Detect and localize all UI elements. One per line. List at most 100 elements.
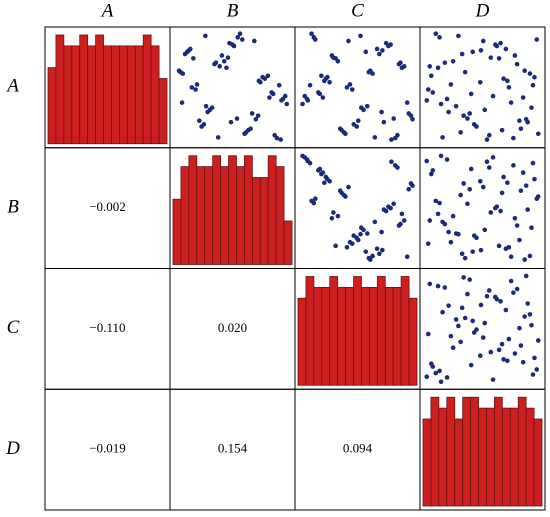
scatter-point [484, 159, 490, 165]
scatter-point [339, 127, 344, 133]
column-label: C [351, 0, 364, 21]
scatter-point [493, 42, 498, 47]
scatter-point [225, 55, 231, 60]
scatter-point [488, 55, 494, 60]
scatter-point [203, 103, 209, 109]
scatter-point [482, 227, 488, 233]
scatter-point [442, 221, 448, 227]
column-label: A [100, 0, 114, 21]
correlation-label: −0.110 [89, 320, 125, 335]
scatter-point [512, 215, 518, 221]
scatter-point [468, 91, 474, 97]
correlation-label: 0.154 [218, 441, 248, 456]
histogram-bar [454, 418, 464, 507]
scatter-point [512, 53, 518, 58]
scatter-point [327, 80, 332, 85]
scatter-point [381, 119, 387, 125]
scatter-point [523, 273, 529, 279]
scatter-point [377, 251, 382, 257]
cell-border [419, 388, 546, 511]
scatter-point [459, 251, 465, 257]
scatter-point [366, 69, 372, 75]
scatter-point [512, 351, 518, 356]
scatter-point [358, 33, 363, 39]
scatter-point [501, 357, 506, 362]
scatter-point [518, 126, 524, 131]
histogram-bar [196, 166, 206, 265]
histogram-bar [180, 166, 190, 265]
scatter-point [530, 82, 536, 88]
scatter-point [253, 116, 259, 122]
scatter-point [406, 111, 412, 116]
scatter-point [246, 127, 251, 133]
scatter-point [351, 233, 357, 238]
scatter-point [453, 231, 459, 236]
scatter-point [470, 318, 476, 324]
scatter-point [442, 60, 448, 66]
scatter-point [300, 153, 305, 159]
scatter-point [234, 116, 240, 121]
scatter-point [498, 40, 503, 46]
scatter-point [465, 201, 470, 207]
scatter-point [517, 118, 522, 124]
correlation-label: 0.020 [218, 320, 247, 335]
scatter-point [437, 200, 442, 206]
scatter-point [493, 205, 498, 211]
scatter-point [307, 82, 313, 88]
histogram-bar [321, 286, 331, 386]
scatter-point [458, 339, 463, 345]
scatter-point [333, 243, 338, 249]
scatter-point [517, 237, 522, 243]
scatter-point [215, 135, 221, 140]
scatter-point [237, 31, 243, 37]
histogram-bar [228, 155, 237, 265]
scatter-point [508, 278, 514, 284]
scatter-point [433, 370, 439, 376]
histogram-bar [172, 198, 182, 265]
scatter-point [331, 55, 336, 60]
histogram-bar [259, 177, 269, 265]
scatter-point [343, 194, 348, 199]
scatter-point [325, 74, 330, 80]
scatter-point [484, 293, 490, 299]
scatter-point [433, 31, 439, 37]
scatter-point [207, 107, 213, 113]
histogram-bar [392, 286, 402, 386]
scatter-point [505, 358, 510, 364]
histogram-bar [236, 166, 245, 265]
scatter-point [249, 111, 255, 116]
histogram-bar [493, 396, 503, 507]
histogram-bar [384, 286, 394, 386]
scatter-point [374, 46, 380, 52]
scatter-point [446, 303, 451, 308]
scatter-point [444, 375, 450, 380]
scatter-point [224, 65, 229, 71]
scatter-point [437, 35, 442, 40]
scatter-point [480, 335, 486, 340]
scatter-point [389, 159, 394, 165]
scatter-point [496, 56, 502, 61]
cell-border [294, 147, 421, 269]
scatter-point [427, 281, 433, 287]
histogram-bar [353, 276, 362, 386]
histogram-bar [408, 297, 418, 386]
histogram-bar [422, 418, 432, 507]
scatter-point [270, 91, 276, 97]
scatter-point [523, 116, 529, 122]
scatter-point [428, 171, 434, 177]
scatter-point [450, 58, 456, 64]
histogram-bar [63, 45, 73, 145]
scatter-point [255, 113, 261, 118]
scatter-point [505, 78, 510, 84]
scatter-point [471, 233, 477, 238]
scatter-point [461, 113, 466, 118]
scatter-point [351, 122, 357, 127]
scatter-point [468, 166, 474, 172]
scatter-point [309, 31, 314, 37]
scatter-point [499, 341, 505, 347]
histogram-bar [462, 396, 471, 507]
scatter-point [406, 186, 412, 192]
scatter-point [388, 42, 393, 47]
scatter-point [182, 51, 188, 57]
